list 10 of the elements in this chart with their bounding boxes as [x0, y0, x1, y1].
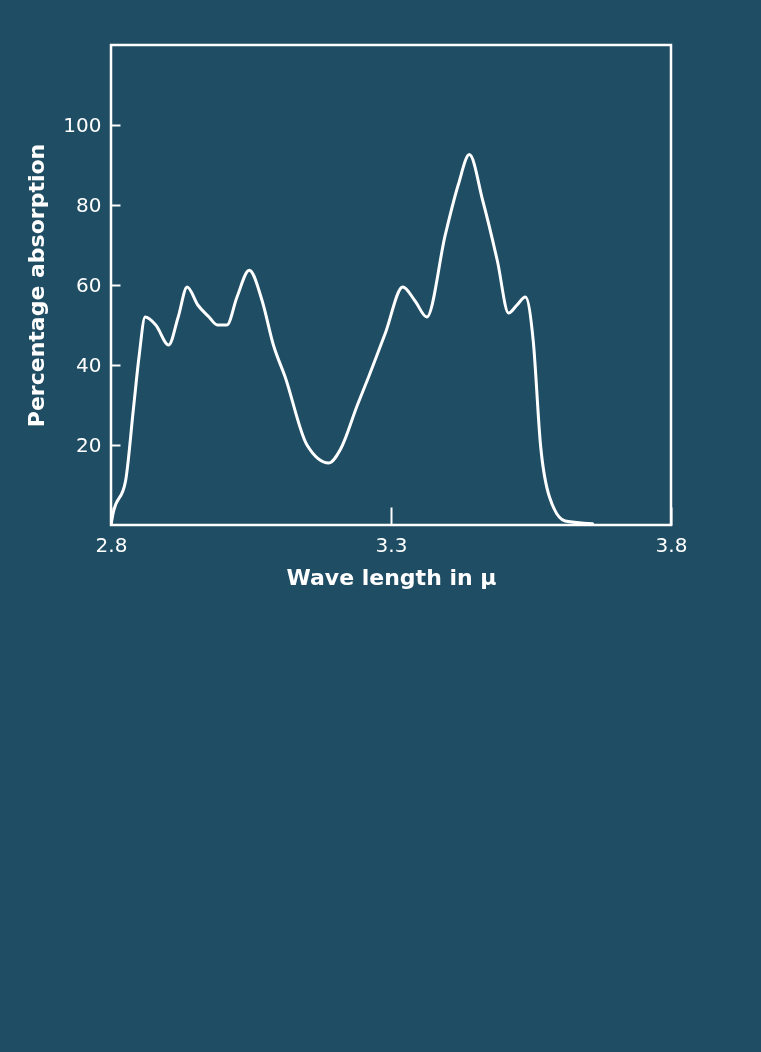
x-tick-label: 3.3 — [375, 532, 408, 557]
y-tick-label: 80 — [76, 192, 102, 217]
y-tick-label: 20 — [76, 432, 102, 457]
y-tick-label: 100 — [63, 112, 102, 137]
y-axis-title: Percentage absorption — [24, 143, 50, 428]
y-tick-label: 60 — [76, 272, 102, 297]
x-axis-title: Wave length in μ — [286, 564, 497, 590]
x-tick-label: 3.8 — [655, 532, 688, 557]
x-tick-label: 2.8 — [95, 532, 128, 557]
y-tick-label: 40 — [76, 352, 102, 377]
